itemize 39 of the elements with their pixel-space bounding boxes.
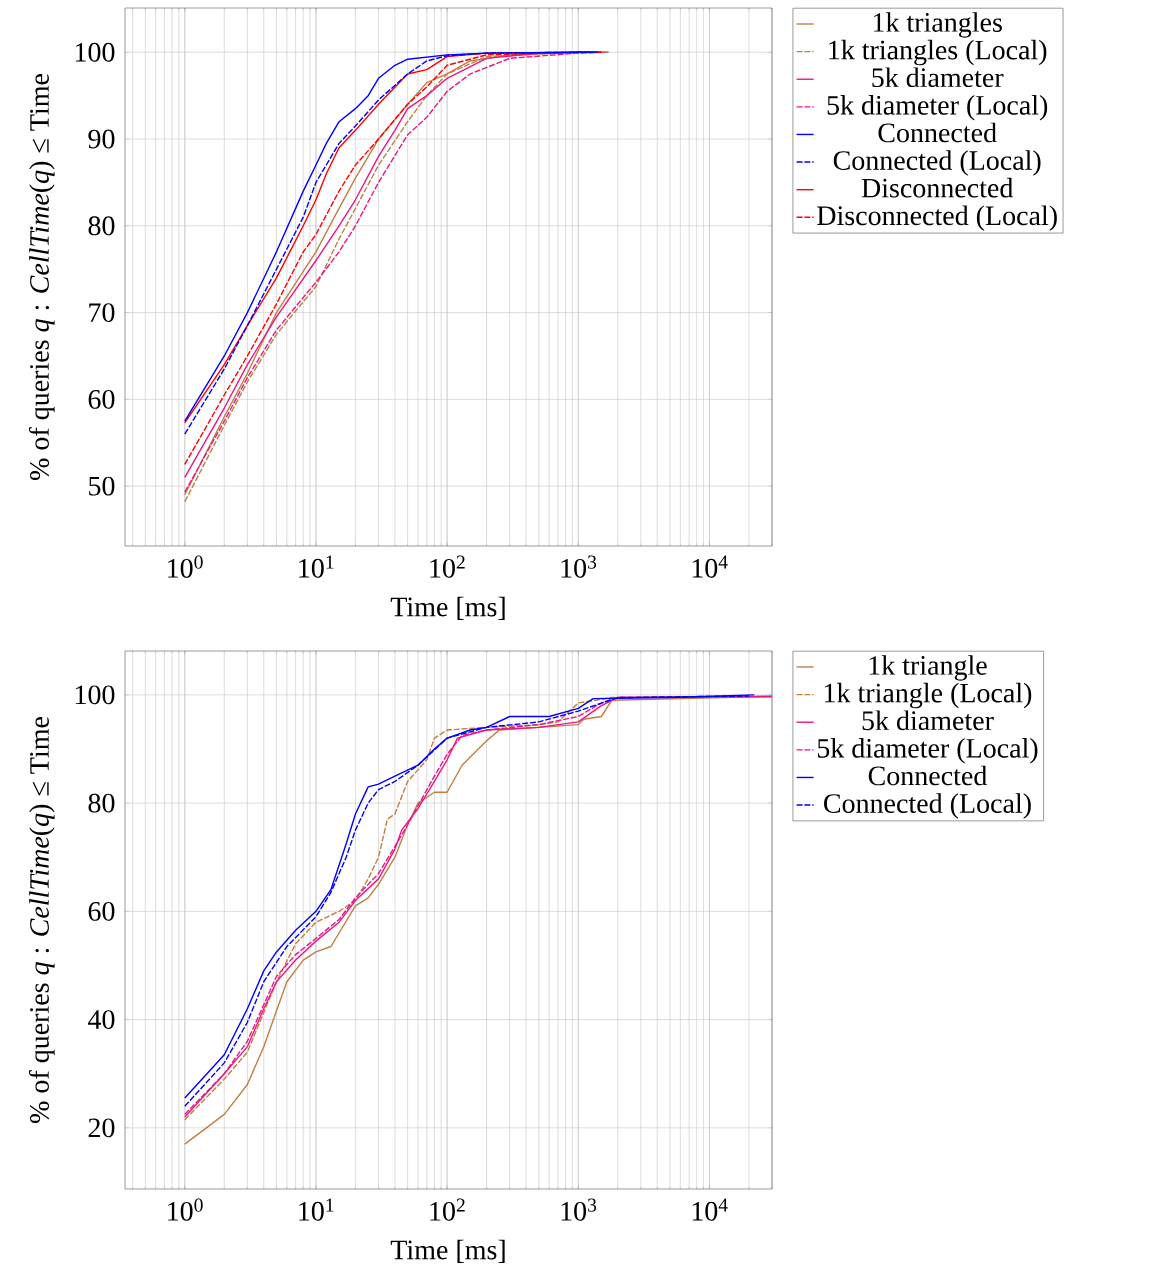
legend-label: 5k diameter (Local) <box>817 738 1038 764</box>
y-tick-label: 20 <box>88 1118 115 1138</box>
legend-label: 5k diameter <box>862 710 994 731</box>
x-tick-label: 10$^{3}$ <box>561 1198 597 1221</box>
legend-label: Connected <box>868 765 988 786</box>
legend-label: Disconnected <box>861 177 1014 198</box>
y-tick-label: 60 <box>88 901 115 921</box>
x-axis-title: Time [ms] <box>390 596 505 620</box>
y-tick-label: 60 <box>88 389 115 409</box>
legend-label: 5k diameter <box>872 67 1004 88</box>
y-tick-label: 80 <box>88 216 115 236</box>
x-tick-label: 10$^{2}$ <box>430 1198 465 1221</box>
y-tick-label: 90 <box>88 129 115 149</box>
y-tick-label: 100 <box>75 42 115 62</box>
legend-label: 1k triangles <box>873 12 1002 38</box>
x-tick-label: 10$^{0}$ <box>168 1198 203 1221</box>
x-tick-label: 10$^{1}$ <box>299 1198 334 1221</box>
legend-label: 1k triangles (Local) <box>829 39 1047 66</box>
y-tick-label: 50 <box>89 476 115 496</box>
x-tick-label: 10$^{4}$ <box>692 555 728 578</box>
legend-label: Connected (Local) <box>824 793 1031 819</box>
y-tick-label: 100 <box>75 685 115 705</box>
legend-label: Disconnected (Local) <box>817 205 1057 231</box>
y-axis-title: % of queries q : CellTime(q) ≤ Time <box>28 717 55 1123</box>
y-axis-title: % of queries q : CellTime(q) ≤ Time <box>28 74 55 480</box>
x-tick-label: 10$^{0}$ <box>168 555 203 578</box>
legend-label: 1k triangle (Local) <box>824 682 1032 709</box>
x-tick-label: 10$^{3}$ <box>561 555 597 578</box>
x-tick-label: 10$^{4}$ <box>692 1198 728 1221</box>
y-tick-label: 80 <box>88 793 115 813</box>
x-tick-label: 10$^{2}$ <box>430 555 465 578</box>
legend-label: 5k diameter (Local) <box>827 95 1048 121</box>
y-tick-label: 40 <box>88 1010 115 1030</box>
legend-label: Connected <box>878 122 997 143</box>
y-tick-label: 70 <box>89 303 115 323</box>
legend-label: Connected (Local) <box>833 150 1041 176</box>
x-axis-title: Time [ms] <box>390 1239 505 1263</box>
x-tick-label: 10$^{1}$ <box>299 555 334 578</box>
legend-label: 1k triangle <box>869 655 987 681</box>
